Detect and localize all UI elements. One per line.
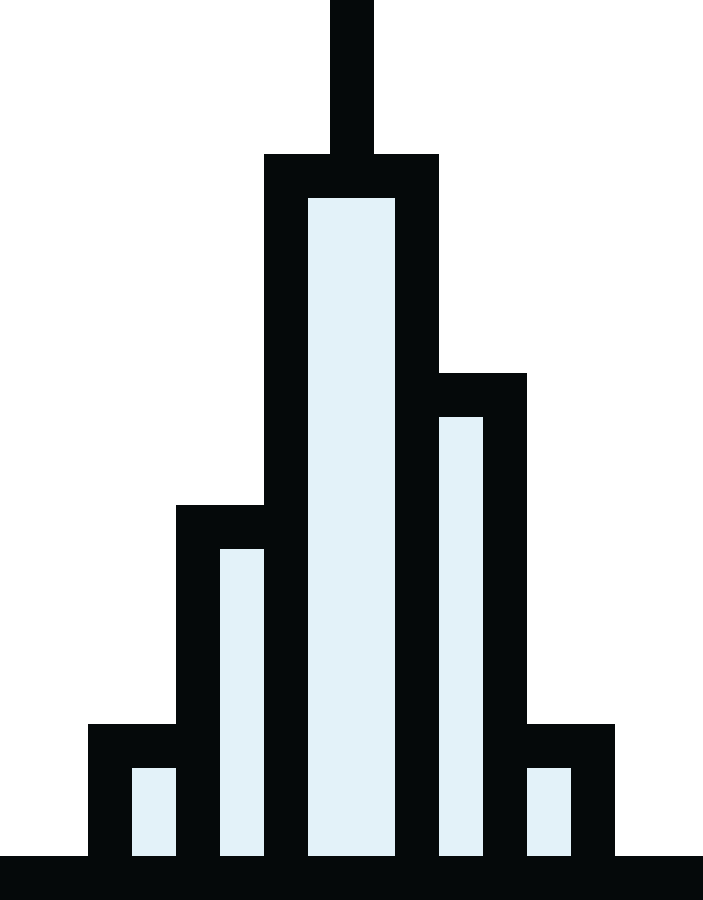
bar-far-right [527, 768, 571, 864]
bar-far-left [132, 768, 176, 864]
bar-right [439, 417, 483, 864]
bar-center [308, 198, 395, 864]
ground-baseline [0, 856, 703, 900]
bar-left [220, 549, 264, 864]
